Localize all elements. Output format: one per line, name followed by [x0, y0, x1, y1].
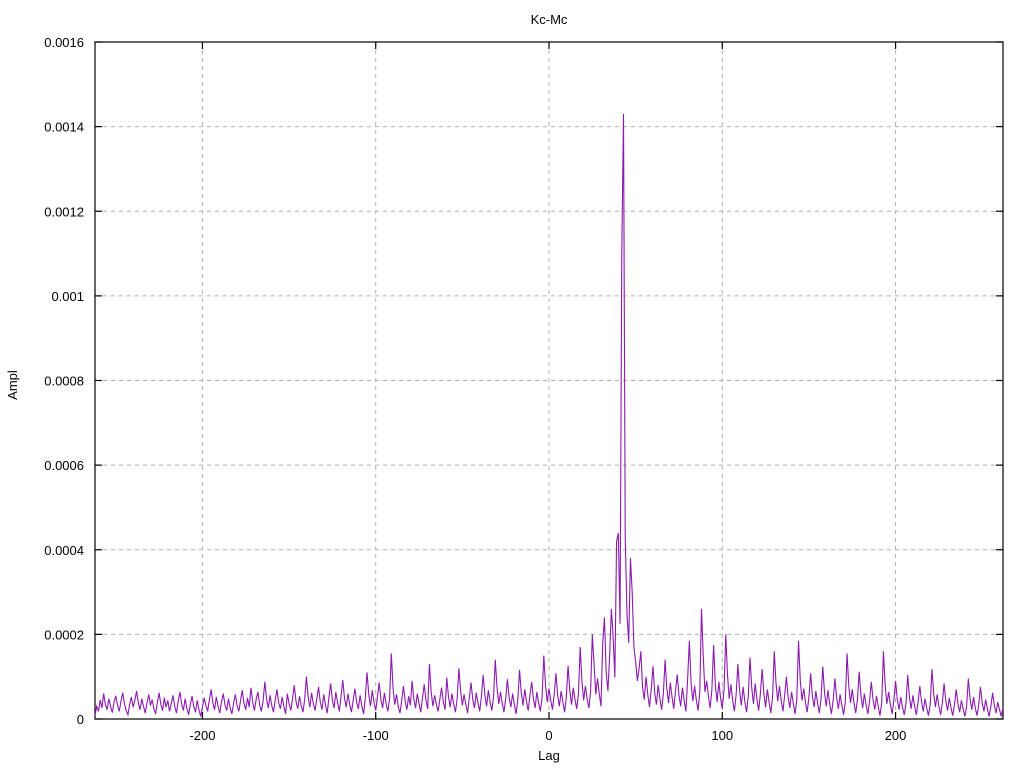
series-line [94, 113, 1004, 717]
y-tick-label: 0 [77, 712, 84, 727]
y-tick-label: 0.0006 [44, 458, 84, 473]
y-tick-label: 0.0016 [44, 35, 84, 50]
x-tick-label: 0 [545, 728, 552, 743]
x-axis-label: Lag [538, 748, 560, 763]
y-tick-label: 0.0002 [44, 627, 84, 642]
plot-frame [94, 41, 1004, 720]
x-tick-label: -100 [363, 728, 389, 743]
x-tick-label: 200 [885, 728, 907, 743]
y-tick-label: 0.0008 [44, 374, 84, 389]
y-tick-label: 0.001 [51, 289, 84, 304]
grid-lines [95, 42, 1003, 719]
y-axis-ticks: 0 0.0002 0.0004 0.0006 0.0008 0.001 0.0012 0.00… [44, 35, 1003, 727]
chart-title: Kc-Mc [531, 12, 568, 27]
y-tick-label: 0.0014 [44, 120, 84, 135]
y-axis-label: Ampl [5, 370, 20, 400]
y-tick-label: 0.0004 [44, 543, 84, 558]
data-series-layer [94, 113, 1004, 717]
x-tick-label: 100 [711, 728, 733, 743]
x-axis-ticks: -200 -100 0 100 200 [189, 42, 906, 743]
x-tick-label: -200 [189, 728, 215, 743]
y-tick-label: 0.0012 [44, 204, 84, 219]
